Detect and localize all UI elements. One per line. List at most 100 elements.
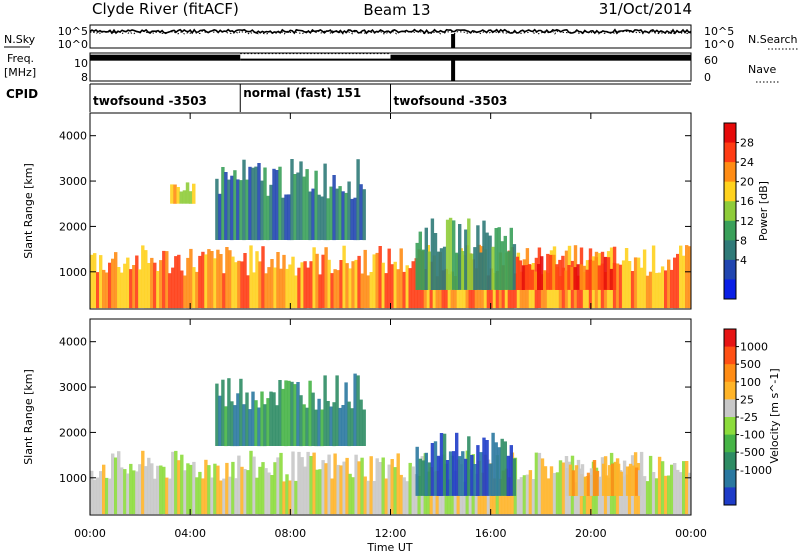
power-y-axis-title: Slant Range [km]	[22, 163, 35, 259]
cpid-row: CPID twofsound -3503 normal (fast) 151 t…	[6, 83, 691, 112]
cpid-segment-0: twofsound -3503	[93, 94, 207, 108]
time-tick-label-2: 08:00	[274, 527, 306, 540]
velocity-colorbar-title: Velocity [m s^-1]	[768, 368, 781, 463]
nave-label: Nave	[748, 63, 776, 76]
station-title: Clyde River (fitACF)	[92, 0, 239, 18]
power-colorbar-frame	[723, 122, 737, 300]
velocity-colorbar-label-0: 1000	[740, 341, 768, 354]
frequency-band	[90, 53, 691, 61]
velocity-colorbar-label-4: -25	[740, 411, 758, 424]
velocity-colorbar: 1000 500 100 25 -25 -100 -500 -1000	[723, 328, 772, 506]
velocity-colorbar-cell-9	[724, 487, 736, 506]
velocity-y-tick-label-1: 2000	[59, 426, 87, 439]
velocity-colorbar-label-2: 100	[740, 376, 761, 389]
power-colorbar-label-5: 8	[740, 234, 747, 247]
power-colorbar-cell-8	[724, 279, 736, 300]
power-y-tick-label-3: 4000	[59, 130, 87, 143]
beam-title: Beam 13	[363, 1, 430, 19]
cpid-segment-2: twofsound -3503	[394, 94, 508, 108]
power-colorbar-cell-5	[724, 220, 736, 241]
time-x-axis: 00:00 04:00 08:00 12:00 16:00 20:00 00:00	[74, 113, 707, 540]
time-tick-label-4: 16:00	[475, 527, 507, 540]
power-colorbar-cell-0	[724, 123, 736, 144]
power-colorbar-cell-7	[724, 259, 736, 280]
power-colorbar-label-1: 24	[740, 156, 754, 169]
power-echo-region-4	[515, 253, 617, 290]
freq-tick-10: 10	[74, 57, 88, 70]
power-colorbar-cell-6	[724, 240, 736, 261]
velocity-colorbar-cell-4	[724, 399, 736, 418]
velocity-colorbar-cell-0	[724, 329, 736, 348]
power-echo-regions	[90, 159, 692, 309]
frequency-spike	[451, 55, 456, 81]
power-colorbar-label-3: 16	[740, 195, 754, 208]
power-colorbar-cell-3	[724, 181, 736, 202]
velocity-echo-region-1	[215, 373, 366, 447]
power-colorbar-label-4: 12	[740, 215, 754, 228]
nsky-label: N.Sky	[4, 33, 36, 46]
nsearch-label: N.Search	[748, 33, 798, 46]
power-colorbar-title: Power [dB]	[757, 181, 770, 241]
time-tick-label-5: 20:00	[575, 527, 607, 540]
x-axis-title: Time UT	[366, 541, 412, 554]
velocity-colorbar-cell-1	[724, 346, 736, 365]
velocity-echo-regions	[90, 373, 692, 515]
power-echo-region-3	[415, 217, 517, 290]
freq-tick-8: 8	[81, 71, 88, 84]
nave-tick-60: 60	[704, 54, 718, 67]
cpid-label: CPID	[6, 87, 38, 101]
velocity-colorbar-cell-2	[724, 364, 736, 383]
time-tick-label-6: 00:00	[675, 527, 707, 540]
power-colorbar-label-6: 4	[740, 254, 747, 267]
noise-left-tick-bottom: 10^0	[58, 38, 88, 51]
power-echo-region-2	[215, 159, 366, 241]
noise-left-tick-top: 10^5	[58, 25, 88, 38]
velocity-colorbar-label-3: 25	[740, 393, 754, 406]
frequency-strip: Freq. [MHz] 10 8 60 0 Nave	[4, 52, 780, 84]
nsearch-series-line	[89, 30, 692, 35]
nsky-series-line	[89, 28, 692, 35]
power-echo-region-1	[170, 182, 196, 204]
velocity-y-axis-title: Slant Range [km]	[22, 369, 35, 465]
velocity-panel: 1000 2000 3000 4000 Slant Range [km] 1000 50…	[22, 113, 781, 554]
power-colorbar-cell-2	[724, 162, 736, 183]
velocity-y-tick-label-2: 3000	[59, 381, 87, 394]
power-colorbar-label-2: 20	[740, 176, 754, 189]
frequency-strip-frame	[89, 52, 692, 82]
power-colorbar-label-0: 28	[740, 137, 754, 150]
velocity-y-tick-label-3: 4000	[59, 336, 87, 349]
velocity-colorbar-label-7: -1000	[740, 464, 772, 477]
cpid-segment-1: normal (fast) 151	[243, 86, 361, 100]
power-panel: 1000 2000 3000 4000 Slant Range [km] 28 24 20…	[22, 112, 770, 310]
power-y-tick-label-1: 2000	[59, 220, 87, 233]
power-colorbar-cell-4	[724, 201, 736, 222]
velocity-colorbar-label-1: 500	[740, 358, 761, 371]
velocity-colorbar-cell-5	[724, 417, 736, 436]
velocity-echo-region-0	[90, 450, 692, 515]
velocity-colorbar-cell-8	[724, 469, 736, 488]
power-colorbar-cell-1	[724, 142, 736, 163]
velocity-y-tick-label-0: 1000	[59, 472, 87, 485]
velocity-colorbar-cell-6	[724, 434, 736, 453]
velocity-y-axis: 1000 2000 3000 4000	[59, 336, 691, 485]
noise-strip: N.Sky 10^5 10^0 10^5 10^0 N.Search	[4, 24, 798, 51]
power-colorbar: 28 24 20 16 12 8 4	[723, 122, 754, 300]
noise-right-tick-bottom: 10^0	[704, 38, 734, 51]
velocity-colorbar-label-5: -100	[740, 429, 765, 442]
time-tick-label-1: 04:00	[174, 527, 206, 540]
time-tick-label-3: 12:00	[375, 527, 407, 540]
velocity-colorbar-cell-3	[724, 381, 736, 400]
velocity-echo-region-3	[565, 460, 642, 496]
freq-label-line1: Freq.	[7, 52, 34, 65]
noise-right-tick-top: 10^5	[704, 25, 734, 38]
noise-strip-frame	[89, 24, 692, 49]
power-y-axis: 1000 2000 3000 4000	[59, 130, 691, 279]
freq-label-line2: [MHz]	[4, 66, 36, 79]
power-y-tick-label-0: 1000	[59, 266, 87, 279]
noise-spike	[451, 34, 456, 48]
velocity-colorbar-label-6: -500	[740, 446, 765, 459]
velocity-echo-region-2	[415, 432, 517, 496]
frequency-segment-0	[90, 54, 241, 61]
velocity-colorbar-cell-7	[724, 452, 736, 471]
